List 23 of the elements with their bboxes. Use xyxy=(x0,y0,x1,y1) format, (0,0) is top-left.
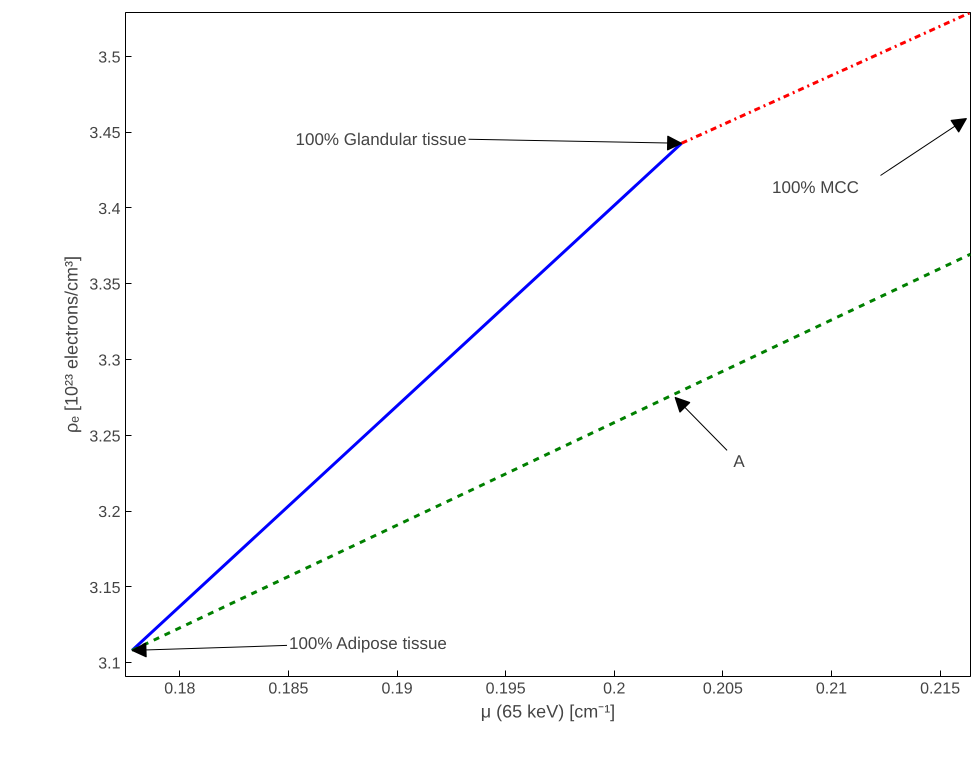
y-tick-label: 3.25 xyxy=(89,428,121,446)
y-tick-label: 3.35 xyxy=(89,276,121,294)
x-tick-label: 0.21 xyxy=(816,680,848,698)
x-tick-label: 0.2 xyxy=(603,680,626,698)
x-tick-label: 0.185 xyxy=(268,680,309,698)
y-tick-label: 3.2 xyxy=(98,504,121,522)
y-tick-label: 3.45 xyxy=(89,125,121,142)
x-tick-label: 0.215 xyxy=(920,680,960,698)
y-tick-label: 3.15 xyxy=(89,580,121,597)
y-axis-title: ρₑ [10²³ electrons/cm³] xyxy=(61,256,82,433)
annotation: 100% Glandular tissue xyxy=(296,130,467,149)
y-tick-label: 3.1 xyxy=(98,656,121,673)
x-tick-label: 0.205 xyxy=(702,680,743,698)
y-tick-label: 3.3 xyxy=(98,352,121,370)
x-tick-label: 0.19 xyxy=(381,680,413,698)
annotation: 100% MCC xyxy=(772,178,859,197)
annotation: A xyxy=(733,452,746,471)
y-tick-label: 3.4 xyxy=(98,200,121,218)
x-tick-label: 0.18 xyxy=(164,680,196,698)
y-tick-label: 3.5 xyxy=(98,49,121,66)
annotation: 100% Adipose tissue xyxy=(289,634,447,653)
x-axis-title: μ (65 keV) [cm⁻¹] xyxy=(480,702,616,722)
x-tick-label: 0.195 xyxy=(486,680,526,698)
